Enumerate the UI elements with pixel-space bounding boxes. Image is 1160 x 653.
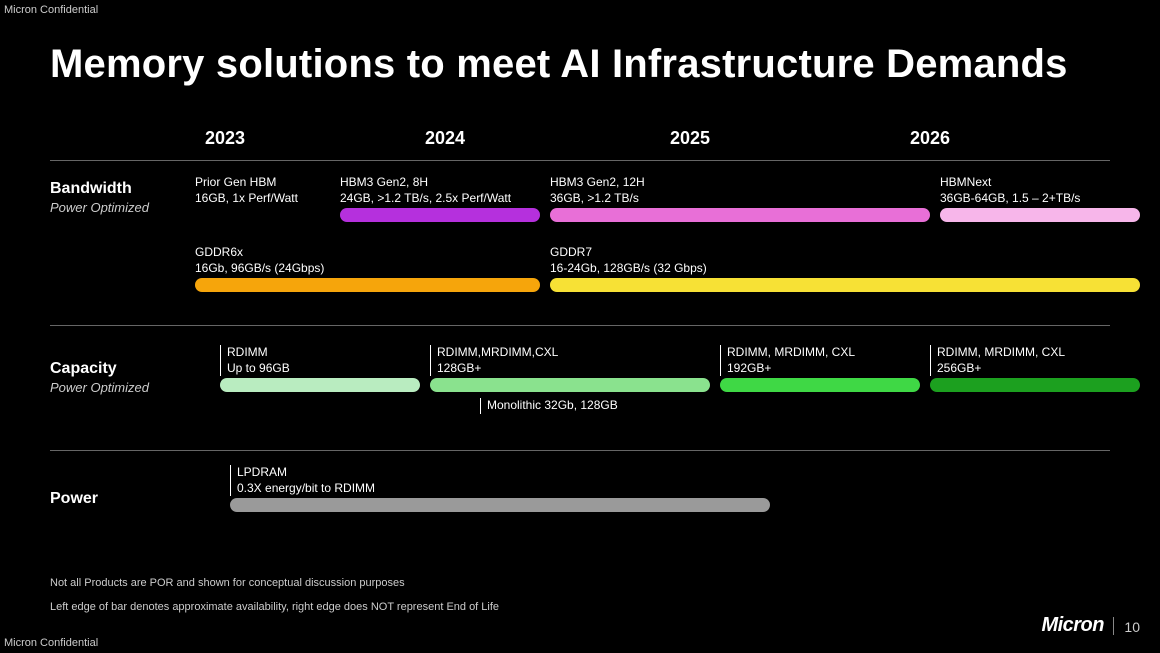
- logo-divider: [1113, 617, 1114, 635]
- bar-shape: [230, 498, 770, 512]
- bar-shape: [720, 378, 920, 392]
- bar-hbm3-8h: HBM3 Gen2, 8H24GB, >1.2 TB/s, 2.5x Perf/…: [340, 175, 540, 222]
- bar-shape: [930, 378, 1140, 392]
- bar-label: RDIMM, MRDIMM, CXL256GB+: [930, 345, 1140, 376]
- confidential-top: Micron Confidential: [4, 4, 98, 16]
- bar-rdimm-96: RDIMMUp to 96GB: [220, 345, 420, 392]
- slide: Micron Confidential Micron Confidential …: [0, 0, 1160, 653]
- bar-shape: [550, 208, 930, 222]
- bar-lpdram: LPDRAM0.3X energy/bit to RDIMM: [230, 465, 770, 512]
- category-capacity: CapacityPower Optimized: [50, 360, 149, 395]
- category-power: Power: [50, 490, 98, 508]
- bar-label: HBM3 Gen2, 12H36GB, >1.2 TB/s: [550, 175, 930, 206]
- bar-hbm3-12h: HBM3 Gen2, 12H36GB, >1.2 TB/s: [550, 175, 930, 222]
- year-label: 2025: [670, 128, 710, 149]
- slide-title: Memory solutions to meet AI Infrastructu…: [50, 42, 1068, 87]
- bar-label: GDDR6x16Gb, 96GB/s (24Gbps): [195, 245, 540, 276]
- bar-label: GDDR716-24Gb, 128GB/s (32 Gbps): [550, 245, 1140, 276]
- annotation-monolithic: Monolithic 32Gb, 128GB: [480, 398, 618, 414]
- logo: Micron: [1041, 614, 1104, 637]
- divider: [50, 450, 1110, 451]
- bar-label: HBM3 Gen2, 8H24GB, >1.2 TB/s, 2.5x Perf/…: [340, 175, 540, 206]
- footnote: Left edge of bar denotes approximate ava…: [50, 601, 499, 613]
- divider: [50, 325, 1110, 326]
- year-label: 2023: [205, 128, 245, 149]
- bar-hbmnext: HBMNext36GB-64GB, 1.5 – 2+TB/s: [940, 175, 1140, 222]
- bar-rdimm-256: RDIMM, MRDIMM, CXL256GB+: [930, 345, 1140, 392]
- divider: [50, 160, 1110, 161]
- page-number: 10: [1124, 619, 1140, 635]
- year-label: 2024: [425, 128, 465, 149]
- bar-label: LPDRAM0.3X energy/bit to RDIMM: [230, 465, 770, 496]
- bar-label: RDIMMUp to 96GB: [220, 345, 420, 376]
- category-bandwidth: BandwidthPower Optimized: [50, 180, 149, 215]
- bar-label: HBMNext36GB-64GB, 1.5 – 2+TB/s: [940, 175, 1140, 206]
- bar-hbm-prior: Prior Gen HBM16GB, 1x Perf/Watt: [195, 175, 298, 208]
- bar-label: Prior Gen HBM16GB, 1x Perf/Watt: [195, 175, 298, 206]
- bar-gddr7: GDDR716-24Gb, 128GB/s (32 Gbps): [550, 245, 1140, 292]
- bar-rdimm-128: RDIMM,MRDIMM,CXL128GB+: [430, 345, 710, 392]
- bar-label: RDIMM, MRDIMM, CXL192GB+: [720, 345, 920, 376]
- bar-shape: [430, 378, 710, 392]
- bar-label: RDIMM,MRDIMM,CXL128GB+: [430, 345, 710, 376]
- bar-gddr6x: GDDR6x16Gb, 96GB/s (24Gbps): [195, 245, 540, 292]
- bar-rdimm-192: RDIMM, MRDIMM, CXL192GB+: [720, 345, 920, 392]
- bar-shape: [550, 278, 1140, 292]
- bar-shape: [195, 278, 540, 292]
- year-label: 2026: [910, 128, 950, 149]
- footnote: Not all Products are POR and shown for c…: [50, 577, 499, 589]
- bar-shape: [220, 378, 420, 392]
- footnotes: Not all Products are POR and shown for c…: [50, 565, 499, 613]
- bar-shape: [940, 208, 1140, 222]
- bar-shape: [340, 208, 540, 222]
- confidential-bottom: Micron Confidential: [4, 637, 98, 649]
